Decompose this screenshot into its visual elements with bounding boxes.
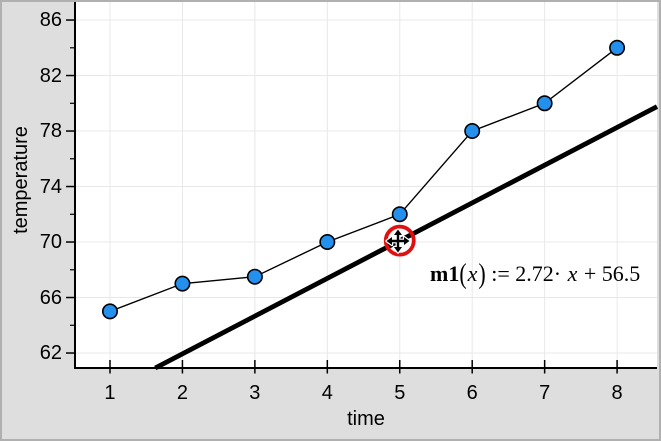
- data-point[interactable]: [319, 234, 336, 251]
- x-tick-label: 5: [394, 382, 406, 404]
- x-tick-label: 1: [104, 382, 116, 404]
- equation-assign: :=: [485, 261, 516, 286]
- y-tick-label: 66: [39, 286, 62, 309]
- data-point[interactable]: [174, 275, 191, 292]
- data-point[interactable]: [464, 123, 481, 140]
- data-point[interactable]: [101, 303, 118, 320]
- equation-coefficient: 2.72·: [515, 261, 567, 286]
- movable-line-equation[interactable]: m1(x) := 2.72· x + 56.5: [430, 257, 641, 290]
- equation-rest: + 56.5: [578, 261, 641, 286]
- equation-argument: x: [467, 261, 478, 286]
- y-tick-label: 78: [39, 120, 62, 143]
- x-tick-label: 2: [176, 382, 188, 404]
- x-tick-label: 4: [321, 382, 333, 404]
- x-tick-label: 3: [249, 382, 261, 404]
- equation-open-paren: (: [459, 257, 467, 290]
- y-tick-label: 62: [39, 342, 62, 365]
- y-tick-label: 74: [39, 175, 62, 198]
- y-tick-label: 82: [39, 64, 62, 87]
- x-tick-label: 6: [466, 382, 478, 404]
- y-tick-label: 86: [39, 9, 62, 32]
- data-point[interactable]: [391, 206, 408, 223]
- data-point[interactable]: [246, 268, 263, 285]
- plot-background[interactable]: [75, 2, 657, 368]
- equation-close-paren: ): [478, 257, 486, 290]
- y-tick-label: 70: [39, 231, 62, 254]
- move-cursor-icon: [385, 227, 411, 254]
- equation-function-name: m1: [430, 261, 460, 286]
- x-axis-title[interactable]: time: [347, 408, 385, 430]
- data-point[interactable]: [536, 95, 553, 112]
- y-axis-title[interactable]: temperature: [10, 126, 32, 234]
- data-point[interactable]: [609, 39, 626, 56]
- connect-line: [109, 47, 618, 313]
- x-tick-label: 7: [539, 382, 551, 404]
- equation-variable: x: [567, 261, 578, 286]
- x-tick-label: 8: [611, 382, 623, 404]
